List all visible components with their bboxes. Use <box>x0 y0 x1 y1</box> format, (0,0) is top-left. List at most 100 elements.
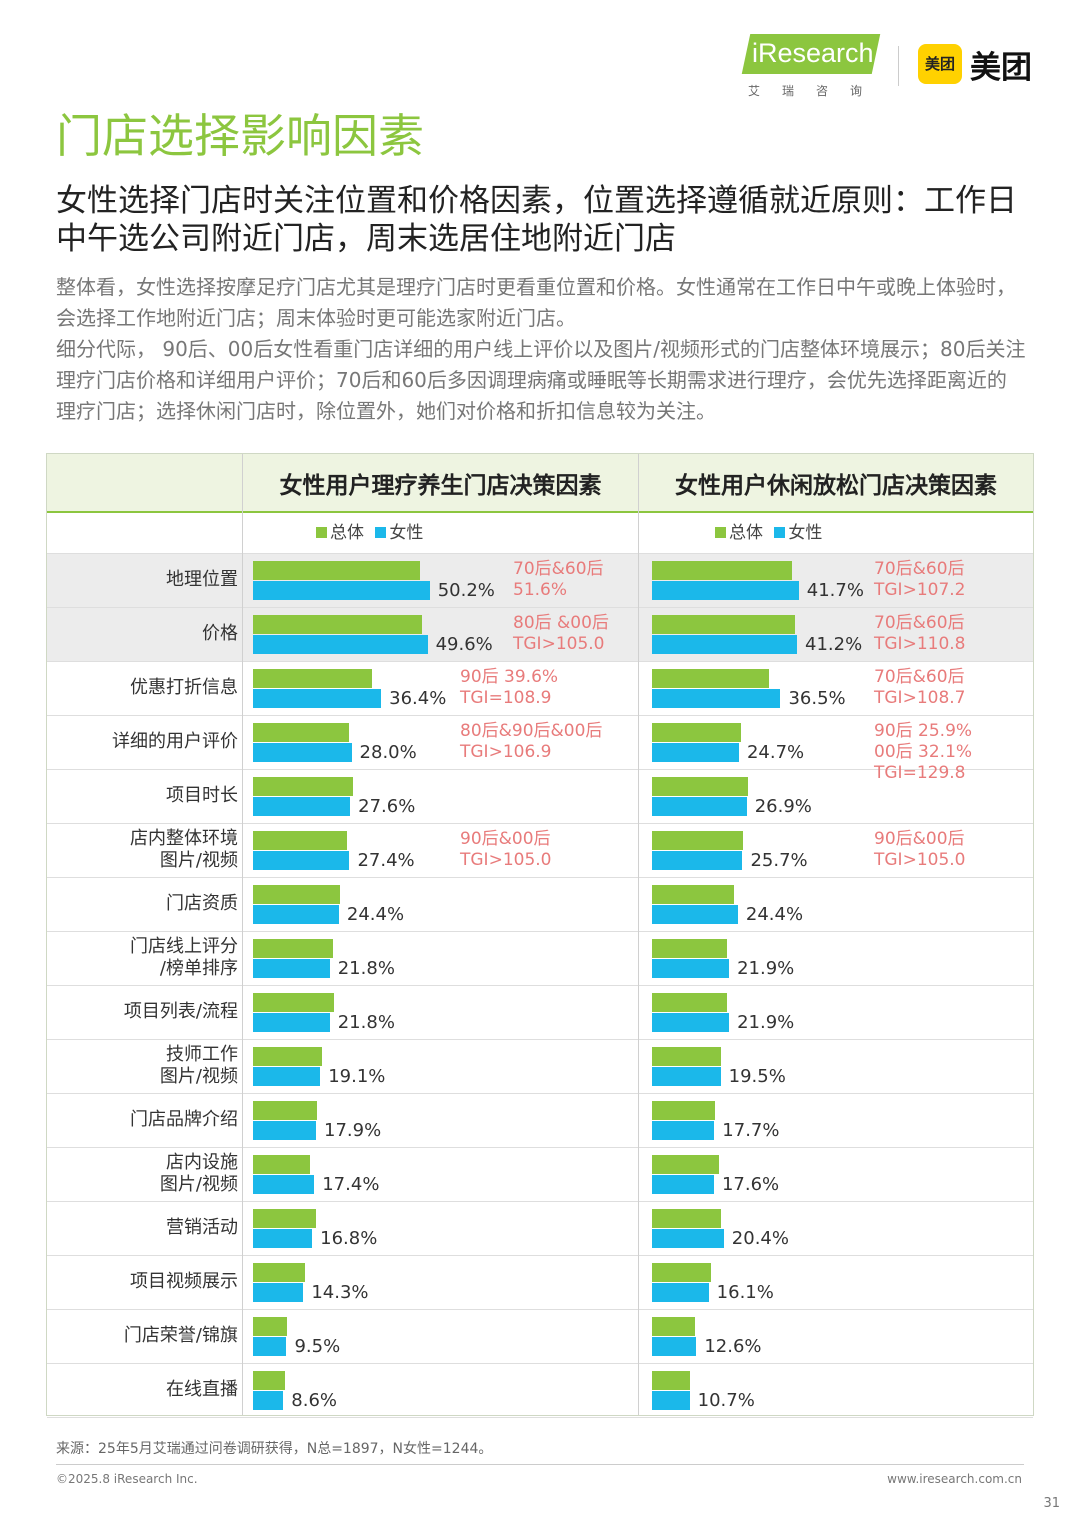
value-label: 20.4% <box>731 1228 789 1249</box>
value-label: 24.4% <box>346 904 405 925</box>
value-label: 21.8% <box>337 1012 395 1033</box>
bar-female <box>652 1337 697 1356</box>
row-separator <box>47 877 1033 878</box>
category-label: 店内设施 图片/视频 <box>159 1152 238 1195</box>
bar-total <box>253 669 373 688</box>
bar-female <box>253 1229 313 1248</box>
value-label: 16.8% <box>320 1228 378 1249</box>
bar-female <box>253 905 339 924</box>
bar-total <box>652 831 743 850</box>
bar-female <box>253 1013 330 1032</box>
value-label: 19.1% <box>328 1066 386 1087</box>
iresearch-logo-text: iResearch <box>752 38 874 68</box>
value-label: 9.5% <box>294 1336 341 1357</box>
legend-label-total: 总体 <box>729 523 763 543</box>
row-separator <box>47 1363 1033 1364</box>
bar-female <box>253 689 382 708</box>
bar-female <box>652 959 730 978</box>
chart-title-therapy: 女性用户理疗养生门店决策因素 <box>279 473 602 499</box>
value-label: 41.7% <box>806 580 864 601</box>
bar-total <box>253 993 334 1012</box>
value-label: 17.7% <box>722 1120 780 1141</box>
chart-title-leisure: 女性用户休闲放松门店决策因素 <box>675 473 997 499</box>
bar-female <box>253 1121 316 1140</box>
bar-female <box>253 1067 321 1086</box>
row-separator <box>47 1201 1033 1202</box>
iresearch-logo: iResearch <box>741 34 881 78</box>
bar-female <box>652 1283 709 1302</box>
tgi-annotation: 70后&60后 TGI>107.2 <box>874 559 966 600</box>
bar-female <box>652 581 799 600</box>
row-separator <box>47 715 1033 716</box>
value-label: 25.7% <box>750 850 808 871</box>
bar-female <box>253 635 428 654</box>
value-label: 50.2% <box>437 580 495 601</box>
bar-total <box>253 831 348 850</box>
footer-divider <box>56 1464 1024 1465</box>
chart-table <box>46 453 1034 1416</box>
bar-female <box>253 1337 287 1356</box>
value-label: 41.2% <box>805 634 863 655</box>
category-label: 项目时长 <box>166 785 238 806</box>
summary-paragraph: 细分代际， 90后、00后女性看重门店详细的用户线上评价以及图片/视频形式的门店… <box>56 337 1026 423</box>
meituan-logo-text: 美团 <box>970 50 1032 86</box>
legend-swatch-total <box>715 527 726 538</box>
bar-female <box>652 797 747 816</box>
category-label: 优惠打折信息 <box>130 677 238 698</box>
category-label: 门店品牌介绍 <box>130 1109 238 1130</box>
bar-female <box>253 581 430 600</box>
category-label: 技师工作 图片/视频 <box>159 1044 238 1087</box>
bar-total <box>253 939 333 958</box>
bar-female <box>253 743 352 762</box>
tgi-annotation: 80后&90后&00后 TGI>106.9 <box>460 721 603 762</box>
category-label: 地理位置 <box>166 569 238 590</box>
value-label: 24.4% <box>745 904 804 925</box>
bar-total <box>652 615 795 634</box>
bar-female <box>652 1013 730 1032</box>
bar-female <box>253 1283 304 1302</box>
value-label: 27.6% <box>358 796 416 817</box>
legend-label-total: 总体 <box>330 523 364 543</box>
legend-swatch-total <box>316 527 327 538</box>
category-label: 项目列表/流程 <box>123 1001 238 1022</box>
column-divider <box>242 454 243 1415</box>
category-label: 价格 <box>202 623 238 644</box>
legend-swatch-female <box>774 527 786 538</box>
value-label: 12.6% <box>704 1336 762 1357</box>
value-label: 28.0% <box>359 742 417 763</box>
value-label: 36.5% <box>788 688 846 709</box>
bar-total <box>652 561 792 580</box>
legend-therapy: 总体 女性 <box>310 518 423 543</box>
category-label: 门店线上评分 /榜单排序 <box>130 936 238 979</box>
tgi-annotation: 70后&60后 TGI>110.8 <box>874 613 966 654</box>
value-label: 10.7% <box>697 1390 755 1411</box>
row-separator <box>47 769 1033 770</box>
page-title: 门店选择影响因素 <box>56 109 424 163</box>
row-separator <box>47 1255 1033 1256</box>
bar-total <box>253 885 340 904</box>
tgi-annotation: 90后&00后 TGI>105.0 <box>460 829 552 870</box>
bar-total <box>652 993 728 1012</box>
value-label: 26.9% <box>754 796 812 817</box>
bar-female <box>652 689 781 708</box>
page-subtitle: 女性选择门店时关注位置和价格因素，位置选择遵循就近原则：工作日中午选公司附近门店… <box>56 183 1017 257</box>
bar-total <box>253 1317 288 1336</box>
bar-female <box>652 905 738 924</box>
bar-total <box>652 723 742 742</box>
page-number: 31 <box>1043 1496 1060 1511</box>
bar-total <box>652 1263 711 1282</box>
category-label: 门店资质 <box>166 893 238 914</box>
summary-text: 整体看，女性选择按摩足疗门店尤其是理疗门店时更看重位置和价格。女性通常在工作日中… <box>56 272 1026 427</box>
row-separator <box>47 553 1033 554</box>
legend-label-female: 女性 <box>788 523 823 543</box>
bar-total <box>253 723 349 742</box>
bar-total <box>652 777 749 796</box>
legend-leisure: 总体 女性 <box>709 518 822 543</box>
bar-total <box>652 885 735 904</box>
value-label: 16.1% <box>716 1282 774 1303</box>
value-label: 27.4% <box>357 850 415 871</box>
bar-female <box>253 1175 315 1194</box>
bar-total <box>253 1209 316 1228</box>
meituan-badge: 美团 <box>918 44 962 84</box>
table-header-bg <box>47 454 1033 511</box>
